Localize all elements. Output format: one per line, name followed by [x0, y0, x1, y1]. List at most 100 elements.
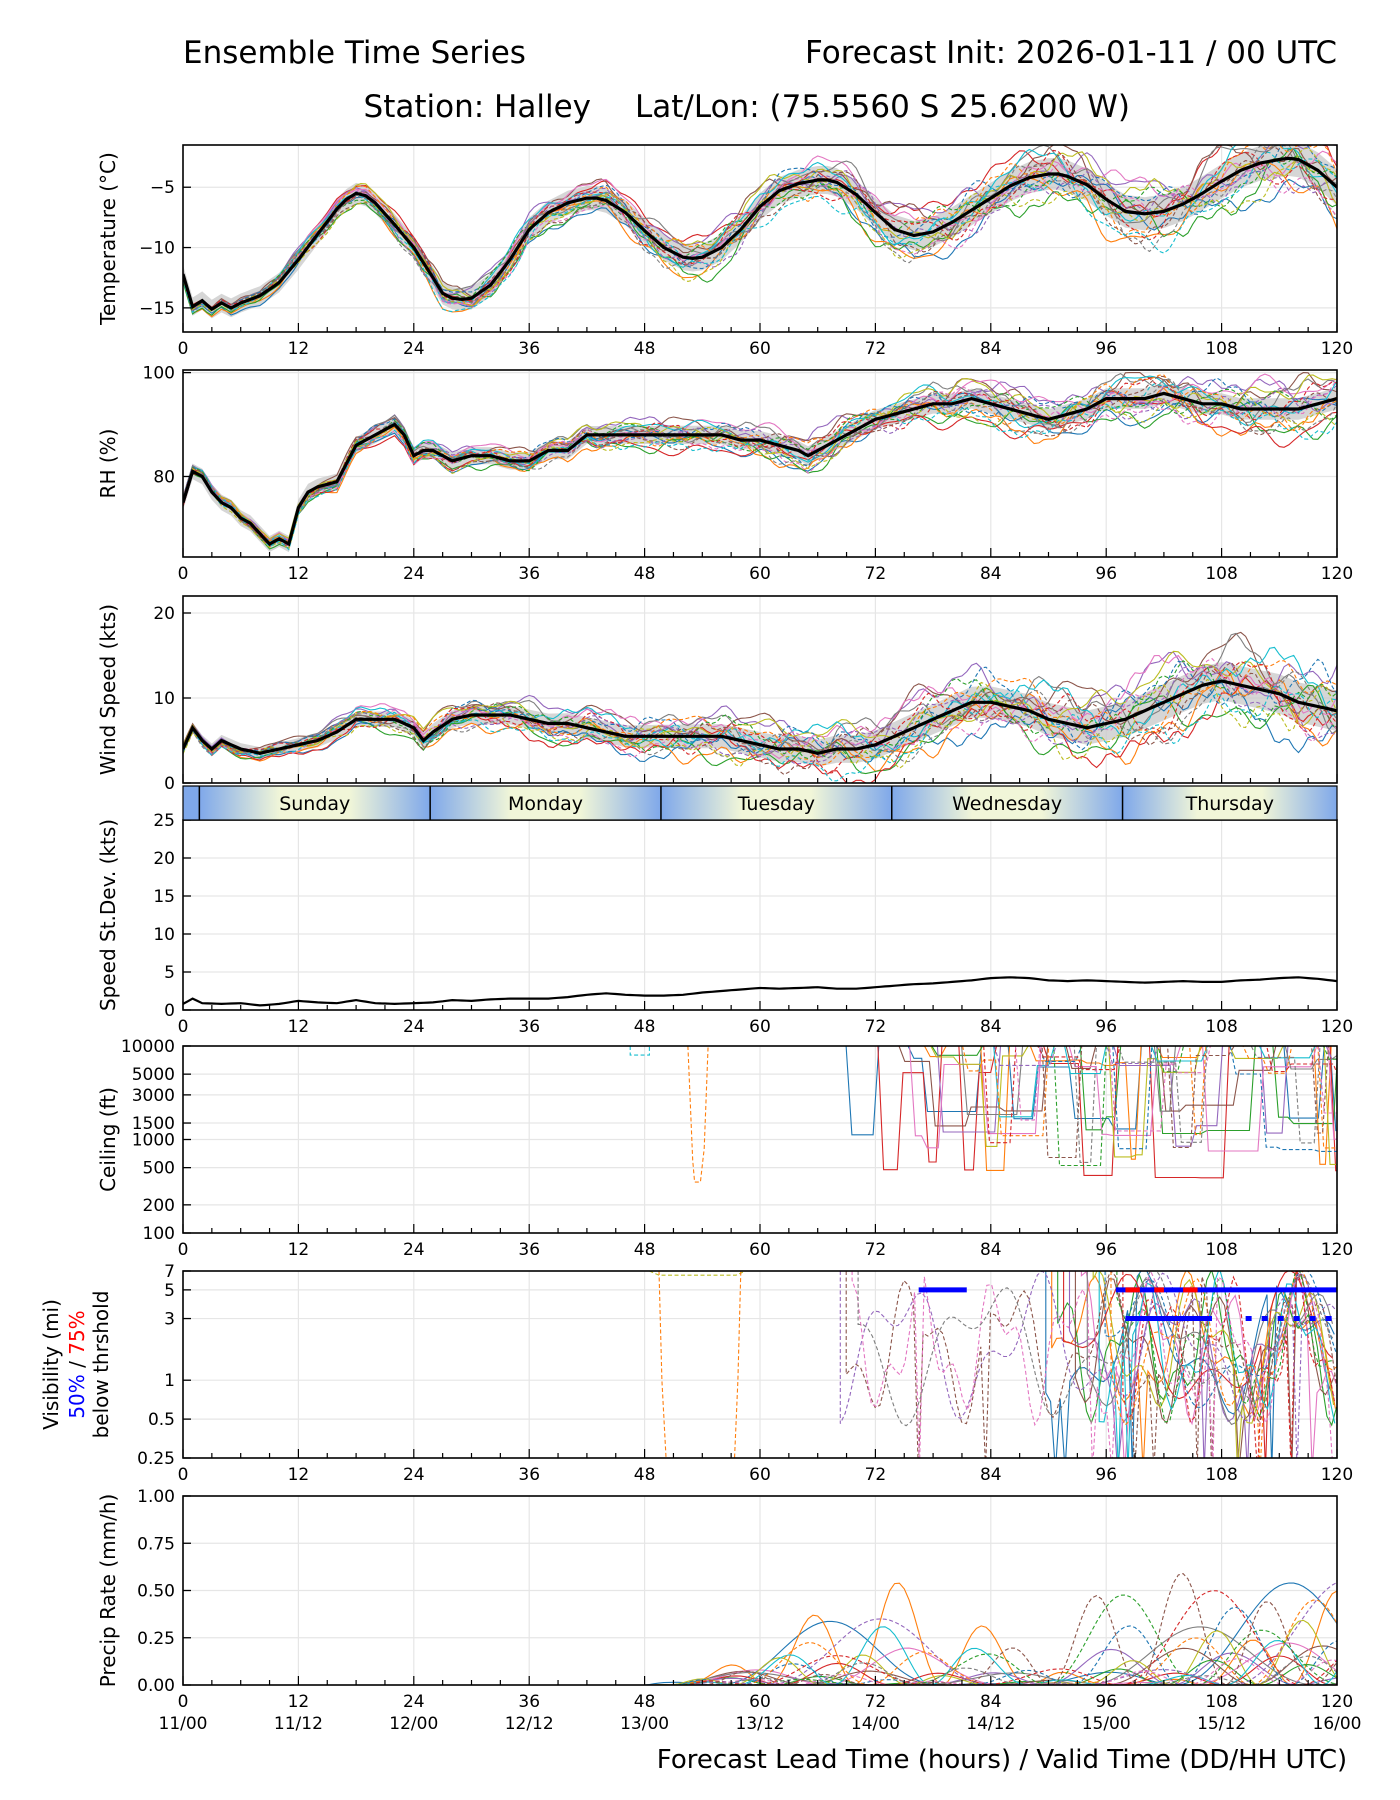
stddev-xtick-label: 96 [1095, 1017, 1117, 1037]
visibility-member-line [857, 1271, 1335, 1427]
chart-panels: −15−10−50 12 24 36 48 60 72 84 96 108 120Temperatu… [39, 144, 1362, 1734]
rh-member-line [183, 377, 1337, 547]
rh-member-line [183, 377, 1337, 548]
stddev-xtick-label: 12 [288, 1017, 310, 1037]
stddev-series [183, 976, 1337, 1007]
visibility-xtick-label: 36 [518, 1465, 540, 1485]
visibility-x-axis: 0 12 24 36 48 60 72 84 96 108 120 [178, 1449, 1353, 1485]
temperature-xtick-label: 12 [288, 339, 310, 359]
ceiling-xtick-label: 24 [403, 1240, 425, 1260]
valid-time-label: 14/00 [851, 1714, 900, 1734]
ceiling-ytick-label: 10000 [121, 1037, 175, 1057]
rh-mean-line [183, 391, 1337, 547]
rh-xtick-label: 12 [288, 564, 310, 584]
temperature-xtick-label: 120 [1321, 339, 1353, 359]
day-band-cell [199, 786, 431, 820]
rh-member-line [183, 392, 1337, 551]
vis-75-label: 75% [65, 1310, 89, 1354]
visibility-xtick-label: 84 [980, 1465, 1002, 1485]
ceiling-ytick-label: 100 [143, 1224, 175, 1244]
stddev-ylabel: Speed St.Dev. (kts) [96, 819, 120, 1011]
precip-grid [182, 1495, 1338, 1686]
stddev-mean-line [183, 976, 1337, 1007]
precip-ytick-label: 0.75 [137, 1534, 175, 1554]
ceiling-member-line [983, 1046, 1337, 1144]
wind-member-line [183, 660, 1337, 766]
precip-member-line [183, 1619, 1337, 1685]
precip-x-axis: 0 12 24 36 48 60 72 84 96 108 120 11/00 11/12 12/00 12… [159, 1676, 1362, 1734]
ceiling-xtick-label: 84 [980, 1240, 1002, 1260]
precip-ytick-label: 0.25 [137, 1629, 175, 1649]
ceiling-member-line [1004, 1046, 1337, 1159]
visibility-member-line [1098, 1271, 1336, 1458]
ceiling-ytick-label: 1500 [132, 1114, 175, 1134]
rh-ylabel: RH (%) [96, 429, 120, 499]
visibility-ytick-label: 5 [164, 1281, 175, 1301]
ceiling-member-line [961, 1046, 1337, 1149]
latlon-label: Lat/Lon: (75.5560 S 25.6200 W) [635, 89, 1130, 125]
ceiling-xtick-label: 12 [288, 1240, 310, 1260]
temperature-member-line [183, 145, 1337, 312]
stddev-ytick-label: 0 [164, 1001, 175, 1021]
day-band-cell [660, 786, 892, 820]
visibility-ylabel-sub: below thrshold [89, 1291, 113, 1439]
temperature-ytick-label: −5 [150, 178, 175, 198]
precip-ytick-label: 0.00 [137, 1676, 175, 1696]
temperature-xtick-label: 72 [865, 339, 887, 359]
rh-xtick-label: 60 [749, 564, 771, 584]
visibility-member-line [839, 1271, 1336, 1458]
wind-mean-line [183, 679, 1337, 755]
ceiling-member-line [845, 1046, 1337, 1136]
wind-member-line [183, 660, 1337, 774]
precip-xtick-label: 36 [518, 1692, 540, 1712]
stddev-ytick-label: 15 [153, 887, 175, 907]
visibility-ytick-label: 3 [164, 1310, 175, 1330]
visibility-member-line [1116, 1271, 1334, 1423]
wind-member-line [183, 670, 1337, 763]
precip-ytick-label: 1.00 [137, 1487, 175, 1507]
temperature-y-axis: −15 −10 −5 [139, 178, 191, 319]
precip-xtick-label: 24 [403, 1692, 425, 1712]
wind-member-line [183, 654, 1337, 760]
stddev-x-axis: 0 12 24 36 48 60 72 84 96 108 120 [178, 1001, 1353, 1037]
temperature-xtick-label: 108 [1205, 339, 1237, 359]
valid-time-label: 11/12 [274, 1714, 323, 1734]
ceiling-member-line [973, 1046, 1337, 1167]
valid-time-label: 12/00 [389, 1714, 438, 1734]
ceiling-xtick-label: 108 [1205, 1240, 1237, 1260]
visibility-xtick-label: 24 [403, 1465, 425, 1485]
wind-x-axis [182, 774, 1338, 783]
precip-xtick-label: 84 [980, 1692, 1002, 1712]
temperature-xtick-label: 24 [403, 339, 425, 359]
temperature-member-line [183, 145, 1337, 309]
stddev-ytick-label: 5 [164, 963, 175, 983]
precip-ytick-label: 0.50 [137, 1582, 175, 1602]
panel-rh: 80 100 0 12 24 36 48 60 72 84 96 108 120 RH (%) [96, 364, 1353, 584]
valid-time-label: 11/00 [159, 1714, 208, 1734]
visibility-grid [182, 1270, 1338, 1459]
stddev-xtick-label: 84 [980, 1017, 1002, 1037]
ceiling-member-line [909, 1046, 1337, 1152]
precip-xtick-label: 0 [178, 1692, 189, 1712]
title-right: Forecast Init: 2026-01-11 / 00 UTC [805, 35, 1337, 71]
rh-ytick-label: 100 [143, 364, 175, 384]
visibility-xtick-label: 72 [865, 1465, 887, 1485]
ceiling-member-line [930, 1046, 1337, 1165]
valid-time-label: 16/00 [1313, 1714, 1362, 1734]
precip-xtick-label: 72 [865, 1692, 887, 1712]
temperature-xtick-label: 0 [178, 339, 189, 359]
rh-xtick-label: 0 [178, 564, 189, 584]
precip-xtick-label: 12 [288, 1692, 310, 1712]
ceiling-ytick-label: 200 [143, 1196, 175, 1216]
precip-y-axis: 0.00 0.25 0.50 0.75 1.00 [137, 1487, 191, 1696]
temperature-series [183, 145, 1337, 319]
ceiling-member-line [629, 1046, 650, 1056]
stddev-ytick-label: 20 [153, 849, 175, 869]
wind-ytick-label: 10 [153, 689, 175, 709]
precip-member-line [183, 1572, 1337, 1685]
wind-member-line [183, 658, 1337, 760]
visibility-xtick-label: 96 [1095, 1465, 1117, 1485]
rh-member-line [183, 372, 1337, 546]
ceiling-member-line [856, 1046, 1337, 1171]
day-band-cell [1122, 786, 1337, 820]
